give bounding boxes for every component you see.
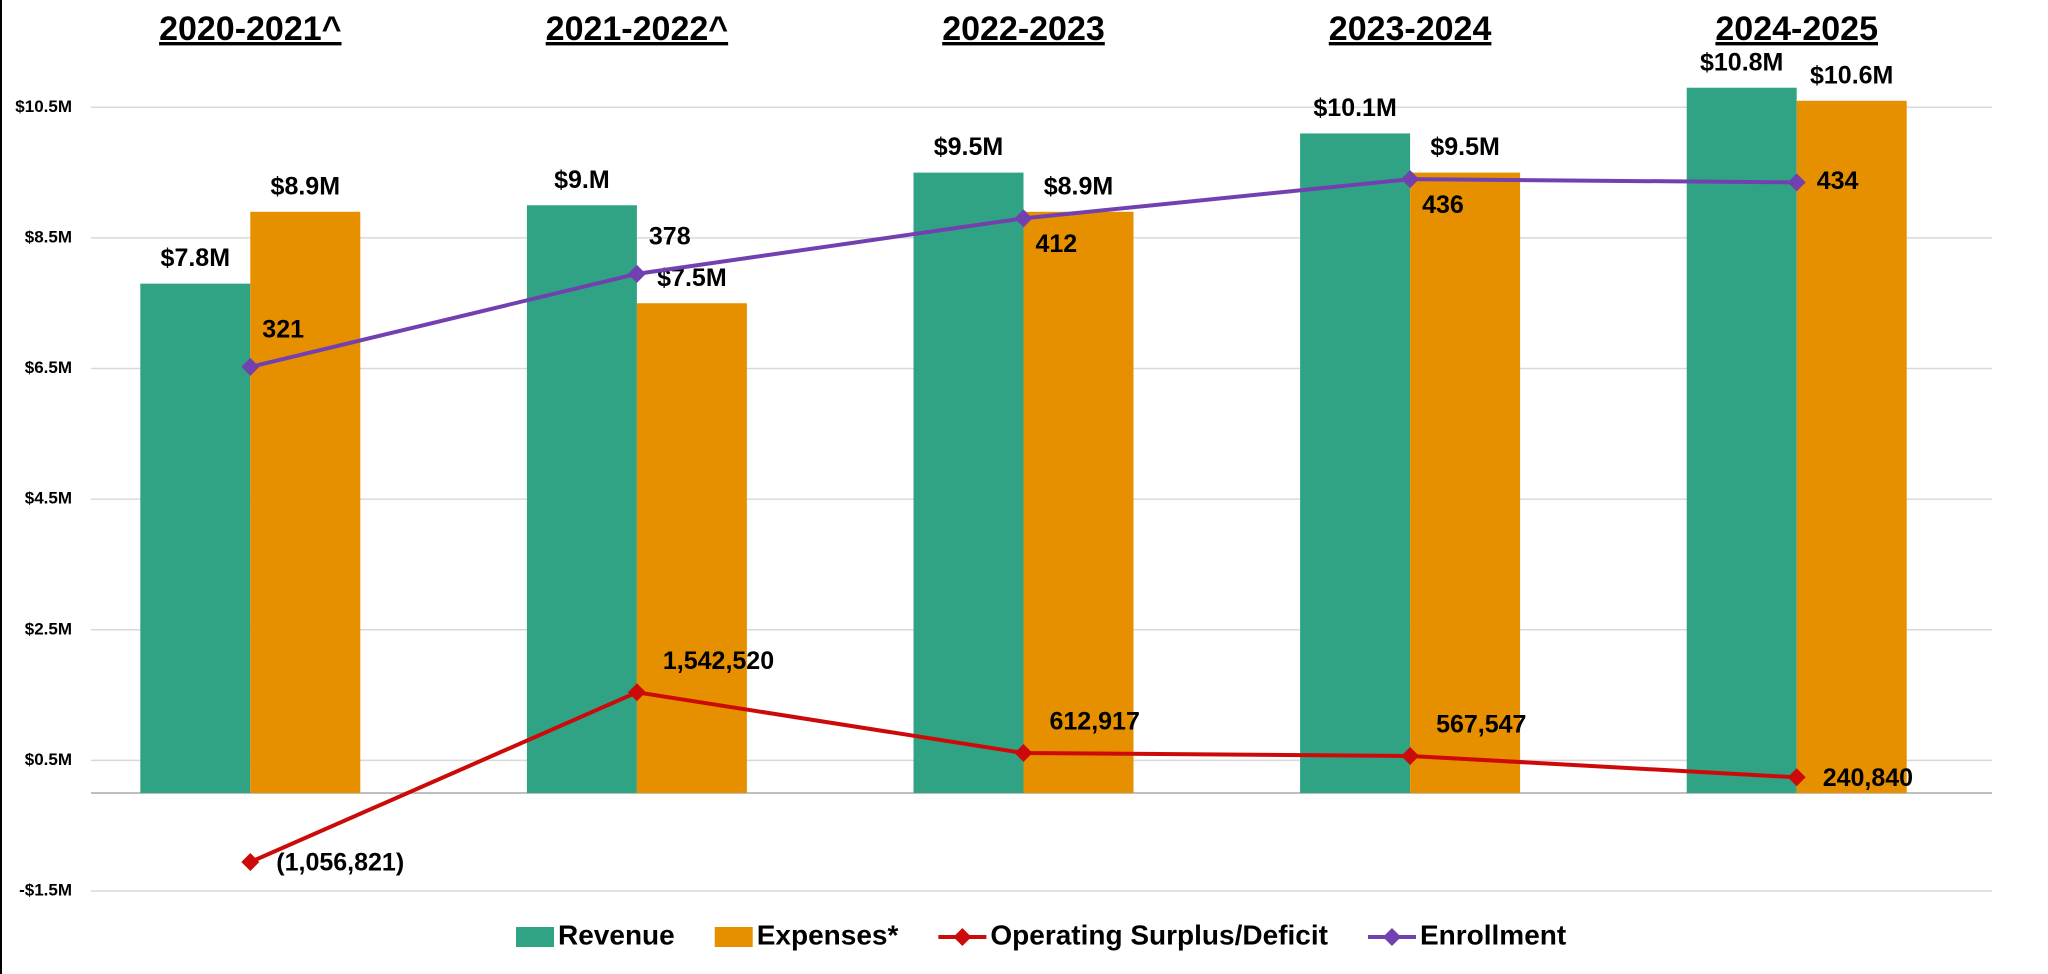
data-label: 412 — [1036, 230, 1078, 258]
data-label: $9.5M — [934, 133, 1003, 161]
data-label: $10.6M — [1810, 61, 1893, 89]
marker — [1014, 209, 1033, 228]
legend-label: Expenses* — [757, 919, 899, 950]
marker — [1401, 170, 1420, 189]
marker — [627, 683, 646, 702]
category-label: 2021-2022^ — [546, 10, 729, 48]
bar — [250, 211, 361, 794]
data-label: $10.1M — [1313, 94, 1396, 122]
data-label: 1,542,520 — [663, 647, 774, 675]
y-tick-label: -$1.5M — [19, 880, 72, 899]
bar — [140, 283, 251, 794]
bar — [913, 172, 1024, 794]
data-label: 436 — [1422, 191, 1464, 219]
category-label: 2020-2021^ — [159, 10, 342, 48]
data-label: 612,917 — [1050, 708, 1140, 736]
data-label: 321 — [262, 316, 304, 344]
y-tick-label: $0.5M — [25, 750, 72, 769]
data-label: $8.9M — [1044, 172, 1113, 200]
legend-swatch — [1382, 928, 1401, 946]
marker — [1014, 744, 1033, 763]
y-tick-label: $4.5M — [25, 489, 72, 508]
marker — [627, 264, 646, 283]
data-label: 240,840 — [1823, 764, 1913, 792]
legend-swatch — [516, 927, 554, 947]
legend-label: Enrollment — [1420, 919, 1566, 950]
data-label: $9.M — [554, 166, 610, 194]
legend: Revenue Expenses* Operating Surplus/Defici… — [516, 919, 1566, 950]
legend-swatch — [714, 927, 753, 947]
bar — [1300, 133, 1411, 794]
marker — [1787, 768, 1806, 787]
category-label: 2024-2025 — [1715, 10, 1878, 48]
data-label: (1,056,821) — [276, 849, 404, 877]
bar — [526, 205, 637, 794]
marker — [241, 357, 260, 376]
category-label: 2023-2024 — [1329, 10, 1492, 48]
y-tick-label: $10.5M — [15, 97, 72, 116]
legend-label: Revenue — [558, 919, 675, 950]
y-tick-label: $8.5M — [25, 227, 72, 246]
bar — [1686, 87, 1797, 794]
bar — [1410, 172, 1521, 794]
bar — [1023, 211, 1134, 794]
marker — [1401, 746, 1420, 765]
data-label: $8.9M — [271, 172, 340, 200]
data-label: 378 — [649, 222, 691, 250]
data-label: $7.8M — [161, 244, 230, 272]
legend-label: Operating Surplus/Deficit — [990, 919, 1328, 950]
legend-swatch — [953, 928, 972, 946]
bar — [636, 303, 747, 794]
marker — [241, 853, 260, 872]
bar — [1796, 100, 1907, 794]
data-label: $10.8M — [1700, 48, 1783, 76]
data-label: 567,547 — [1436, 711, 1526, 739]
marker — [1787, 173, 1806, 192]
y-tick-label: $6.5M — [25, 358, 72, 377]
data-label: $9.5M — [1430, 133, 1499, 161]
data-label: 434 — [1817, 167, 1859, 195]
y-tick-label: $2.5M — [25, 619, 72, 638]
category-label: 2022-2023 — [942, 10, 1105, 48]
